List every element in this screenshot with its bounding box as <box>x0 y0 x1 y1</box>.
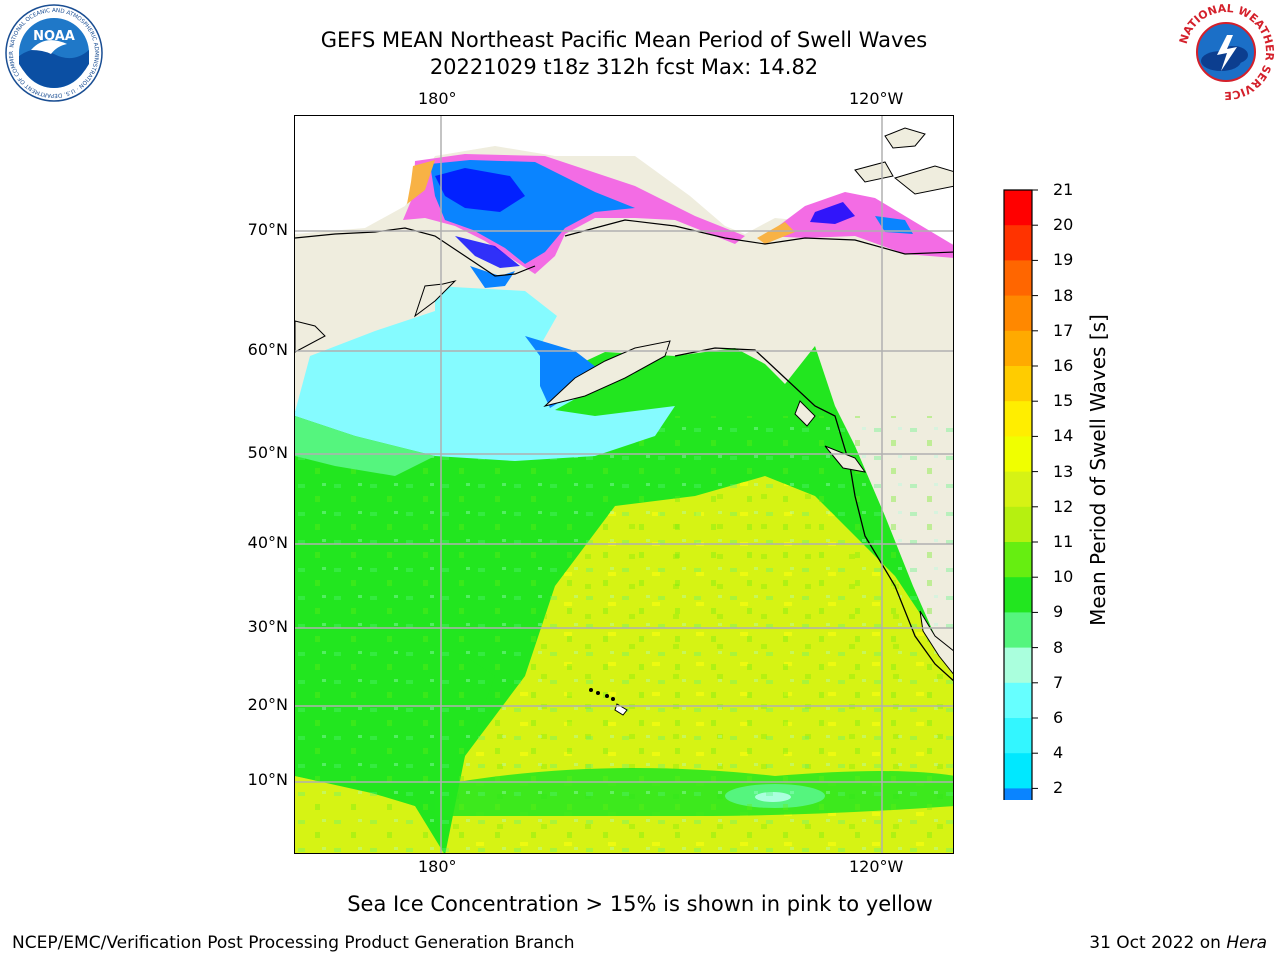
colorbar-segment <box>1004 612 1032 649</box>
lat-label-10n: 10°N <box>247 770 288 789</box>
lon-label-180-top: 180° <box>418 89 457 108</box>
colorbar-tick-label: 4 <box>1053 743 1064 763</box>
noaa-logo-icon: NATIONAL OCEANIC AND ATMOSPHERIC ADMINIS… <box>5 4 103 102</box>
lon-label-120w-top: 120°W <box>849 89 904 108</box>
colorbar-outline <box>1003 189 1033 800</box>
colorbar-tick-label: 13 <box>1053 461 1074 481</box>
colorbar-segment <box>1004 436 1032 473</box>
lat-label-60n: 60°N <box>247 340 288 359</box>
colorbar-tick-label: 10 <box>1053 567 1074 587</box>
swell-period-map <box>294 115 954 854</box>
colorbar-segment <box>1004 577 1032 613</box>
svg-text:NOAA: NOAA <box>33 29 75 44</box>
colorbar-tick-label: 18 <box>1053 285 1074 305</box>
colorbar-segment <box>1004 542 1032 578</box>
footer-date-text: 31 Oct 2022 on <box>1089 933 1227 953</box>
colorbar-tick-label: 19 <box>1053 250 1074 270</box>
chart-subtitle: 20221029 t18z 312h fcst Max: 14.82 <box>429 55 819 79</box>
lon-label-120w-bottom: 120°W <box>849 857 904 876</box>
colorbar-tick-label: 2 <box>1053 778 1064 798</box>
map-gridlines <box>295 116 953 853</box>
map-canvas <box>295 116 953 853</box>
colorbar-tick-label: 11 <box>1053 532 1074 551</box>
colorbar-label: Mean Period of Swell Waves [s] <box>1086 314 1110 626</box>
colorbar-segment <box>1004 647 1032 684</box>
colorbar-tick-label: 12 <box>1053 496 1074 516</box>
colorbar <box>1003 189 1038 800</box>
colorbar-segment <box>1004 366 1032 402</box>
colorbar-segment <box>1004 718 1032 754</box>
footer-credit: NCEP/EMC/Verification Post Processing Pr… <box>12 933 575 953</box>
colorbar-segment <box>1004 295 1032 332</box>
colorbar-tick-label: 15 <box>1053 391 1074 411</box>
footer-date: 31 Oct 2022 on Hera <box>1089 932 1267 954</box>
colorbar-tick-label: 17 <box>1053 320 1074 340</box>
colorbar-segment <box>1004 506 1032 543</box>
lat-label-50n: 50°N <box>247 443 288 462</box>
colorbar-segment <box>1004 682 1032 719</box>
footer-machine: Hera <box>1226 933 1267 953</box>
colorbar-tick-label: 14 <box>1053 426 1074 446</box>
lon-label-180-bottom: 180° <box>418 857 457 876</box>
colorbar-segment <box>1004 788 1032 800</box>
colorbar-segment <box>1004 330 1032 367</box>
colorbar-tick-label: 6 <box>1053 708 1064 727</box>
colorbar-tick-label: 7 <box>1053 672 1064 692</box>
nws-logo-icon: NATIONAL WEATHER SERVICE <box>1177 3 1275 101</box>
colorbar-segment <box>1004 401 1032 437</box>
colorbar-tick-label: 21 <box>1053 180 1074 199</box>
colorbar-segment <box>1004 753 1032 789</box>
colorbar-segment <box>1004 260 1032 297</box>
colorbar-segment <box>1004 471 1032 508</box>
colorbar-tick-label: 16 <box>1053 356 1074 375</box>
lat-label-20n: 20°N <box>247 695 288 714</box>
colorbar-tick-label: 20 <box>1053 215 1074 235</box>
colorbar-segment <box>1004 225 1032 261</box>
colorbar-tick-label: 8 <box>1053 637 1064 657</box>
sea-ice-note: Sea Ice Concentration > 15% is shown in … <box>347 892 933 916</box>
colorbar-segment <box>1004 190 1032 226</box>
lat-label-40n: 40°N <box>247 533 288 552</box>
lat-label-70n: 70°N <box>247 220 288 239</box>
colorbar-tick-label: 9 <box>1053 602 1064 622</box>
lat-label-30n: 30°N <box>247 617 288 636</box>
chart-title: GEFS MEAN Northeast Pacific Mean Period … <box>320 28 928 52</box>
